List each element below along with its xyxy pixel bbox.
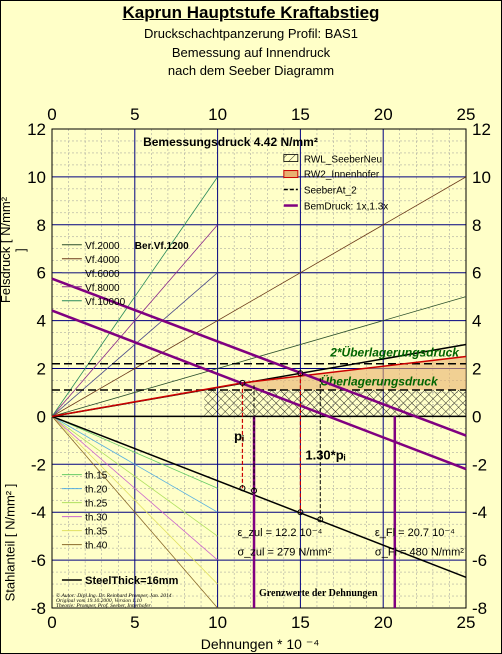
eps-fl-label: ε_Fl = 20.7 10⁻⁴: [375, 527, 455, 539]
limit-label: Grenzwerte der Dehnungen: [259, 588, 378, 599]
steel-line: [51, 416, 218, 513]
steel-line: [51, 416, 218, 537]
intersection-marker: [239, 485, 246, 492]
legend-vf-item: Vf.4000: [85, 255, 120, 266]
subtitle-profile: Druckschachtpanzerung Profil: BAS1: [144, 26, 358, 41]
intersection-marker: [317, 516, 324, 523]
legend-th-item: th.35: [85, 527, 108, 538]
y-tick-label-left: 4: [37, 312, 46, 331]
legend-swatch-rw2: [283, 170, 299, 179]
eps-zul-label: ε_zul = 12.2 10⁻⁴: [237, 527, 322, 539]
steel-line: [51, 416, 218, 489]
x-axis-label: Dehnungen * 10 ⁻⁴: [200, 636, 320, 652]
x-tick-label-bottom: 10: [208, 613, 227, 632]
y-tick-label-right: -4: [472, 503, 487, 522]
y-tick-label-left: -6: [31, 551, 46, 570]
y-tick-label-left: 12: [27, 120, 46, 139]
y-tick-label-left: 0: [37, 407, 46, 426]
y-tick-label-left: 2: [37, 360, 46, 379]
chart-title: Kaprun Hauptstufe Kraftabstieg: [122, 3, 380, 22]
legend-item: RW2_Innenhofer: [304, 170, 380, 181]
x-tick-label-top: 20: [374, 105, 393, 124]
x-tick-label-bottom: 20: [374, 613, 393, 632]
rock-line: [51, 224, 218, 417]
sigma-zul-label: σ_zul = 279 N/mm²: [237, 546, 331, 558]
y-tick-label-left: 10: [27, 168, 46, 187]
legend-th-item: th.20: [85, 485, 108, 496]
y-tick-label-left: -2: [31, 455, 46, 474]
y-tick-label-right: 12: [472, 120, 491, 139]
legend-th-item: th.25: [85, 499, 108, 510]
intersection-marker: [251, 487, 258, 494]
y-tick-label-right: -2: [472, 455, 487, 474]
y-tick-label-right: 6: [472, 264, 481, 283]
legend-th-item: th.30: [85, 513, 108, 524]
y-tick-label-right: -6: [472, 551, 487, 570]
y-tick-label-right: 10: [472, 168, 491, 187]
steel-line: [51, 416, 218, 561]
footer-theorie: Theorie: Promper, Prof. Seeber, Innerhof…: [56, 602, 152, 609]
x-tick-label-bottom: 0: [47, 613, 56, 632]
legend-ber-vf: Ber.Vf.1200: [135, 241, 189, 252]
intersection-marker: [239, 379, 246, 386]
steel-line: [51, 416, 218, 585]
bem-druck-line: [51, 277, 467, 437]
bem-druck-line: [51, 309, 467, 471]
x-tick-label-bottom: 15: [291, 613, 310, 632]
ueberlagerung-label-2x: 2*Überlagerungsdruck: [329, 345, 460, 360]
rock-line: [51, 272, 218, 417]
rock-line: [51, 176, 467, 417]
ueberlagerung-label: Überlagerungsdruck: [320, 373, 439, 388]
subtitle-bemessung: Bemessung auf Innendruck: [171, 45, 331, 60]
legend-vf-item: Vf.8000: [85, 283, 120, 294]
intersection-marker: [297, 509, 304, 516]
legend-vf-item: Vf.2000: [85, 241, 120, 252]
y-tick-label-right: 0: [472, 407, 481, 426]
legend-steel-thick: SteelThick=16mm: [85, 575, 178, 587]
y-tick-label-right: 4: [472, 312, 481, 331]
rw2-band: [242, 356, 466, 391]
x-tick-label-top: 0: [47, 105, 56, 124]
legend-th-item: th.40: [85, 541, 108, 552]
steel-line: [51, 416, 218, 609]
footer-author: © Autor: Dipl.Ing. Dr. Reinhard Promper,…: [56, 592, 172, 599]
x-tick-label-top: 15: [291, 105, 310, 124]
x-tick-label-bottom: 5: [130, 613, 139, 632]
y-tick-label-right: -8: [472, 599, 487, 618]
steel-line: [51, 415, 467, 579]
chart-inner-title: Bemessungsdruck 4.42 N/mm²: [143, 135, 318, 149]
pi13-label: 1.30*pᵢ: [305, 448, 345, 463]
footer-original: Original vom 19.10.2000, Version 1.10: [56, 598, 142, 604]
legend-item: SeeberAt_2: [304, 186, 357, 197]
subtitle-seeber: nach dem Seeber Diagramm: [167, 63, 335, 78]
rock-line: [51, 176, 218, 417]
y-tick-label-left: 6: [37, 264, 46, 283]
x-tick-label-bottom: 25: [457, 613, 476, 632]
legend-item: RWL_SeeberNeu: [304, 155, 382, 166]
legend-th-item: th.15: [85, 471, 108, 482]
y-tick-label-right: 2: [472, 360, 481, 379]
legend-swatch-rwl: [283, 154, 299, 162]
y-tick-label-left: -8: [31, 599, 46, 618]
x-tick-label-top: 25: [457, 105, 476, 124]
y-tick-label-left: 8: [37, 216, 46, 235]
intersection-marker: [297, 370, 304, 377]
sigma-fl-label: σ_Fl = 480 N/mm²: [375, 546, 464, 558]
y-tick-label-left: -4: [31, 503, 46, 522]
y-tick-label-right: 8: [472, 216, 481, 235]
legend-vf-item: Vf.10000: [85, 297, 125, 308]
pi-label: pᵢ: [234, 428, 244, 443]
hatch-region-rwl-cross: [204, 390, 467, 417]
legend-vf-item: Vf.6000: [85, 269, 120, 280]
x-tick-label-top: 5: [130, 105, 139, 124]
legend-item: BemDruck: 1x,1.3x: [304, 202, 388, 213]
x-tick-label-top: 10: [208, 105, 227, 124]
